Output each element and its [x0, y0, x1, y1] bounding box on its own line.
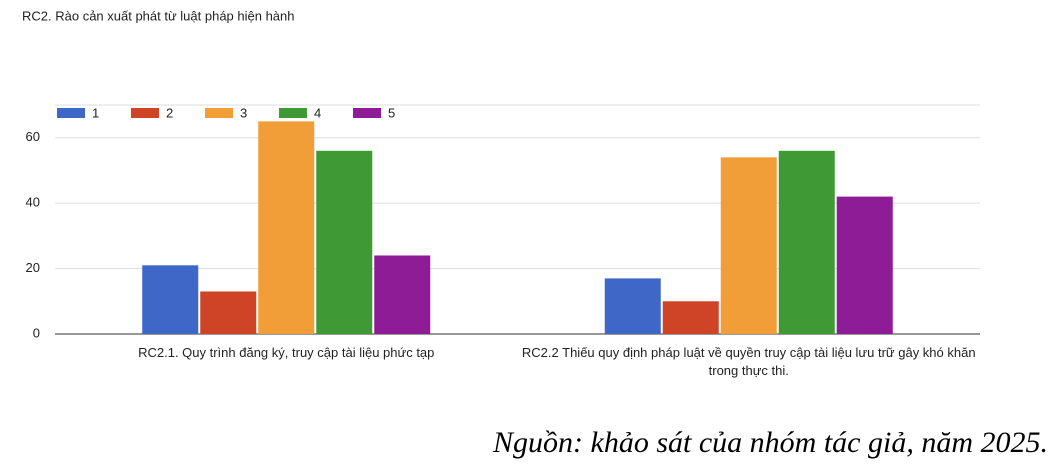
legend-swatch [205, 108, 233, 118]
x-tick-label: RC2.2 Thiếu quy định pháp luật về quyền … [521, 345, 976, 378]
bar [200, 291, 257, 334]
chart-title: RC2. Rào cản xuất phát từ luật pháp hiện… [22, 8, 295, 23]
bar [836, 196, 893, 334]
bar [662, 301, 719, 334]
legend-label: 2 [166, 105, 173, 120]
y-tick-label: 40 [26, 195, 40, 210]
legend-swatch [131, 108, 159, 118]
legend-swatch [279, 108, 307, 118]
bar [720, 157, 777, 334]
bar [778, 150, 835, 334]
bar [316, 150, 373, 334]
bar [374, 255, 431, 334]
y-tick-label: 0 [33, 325, 40, 340]
bar [604, 278, 661, 334]
legend-label: 3 [240, 105, 247, 120]
bar [142, 265, 199, 334]
legend-label: 5 [388, 105, 395, 120]
legend-label: 4 [314, 105, 321, 120]
source-caption: Nguồn: khảo sát của nhóm tác giả, năm 20… [493, 426, 1048, 459]
legend-swatch [353, 108, 381, 118]
legend-swatch [57, 108, 85, 118]
y-tick-label: 20 [26, 260, 40, 275]
bar [258, 121, 315, 334]
x-tick-label: RC2.1. Quy trình đăng ký, truy cập tài l… [138, 345, 435, 360]
y-tick-label: 60 [26, 129, 40, 144]
legend-label: 1 [92, 105, 99, 120]
